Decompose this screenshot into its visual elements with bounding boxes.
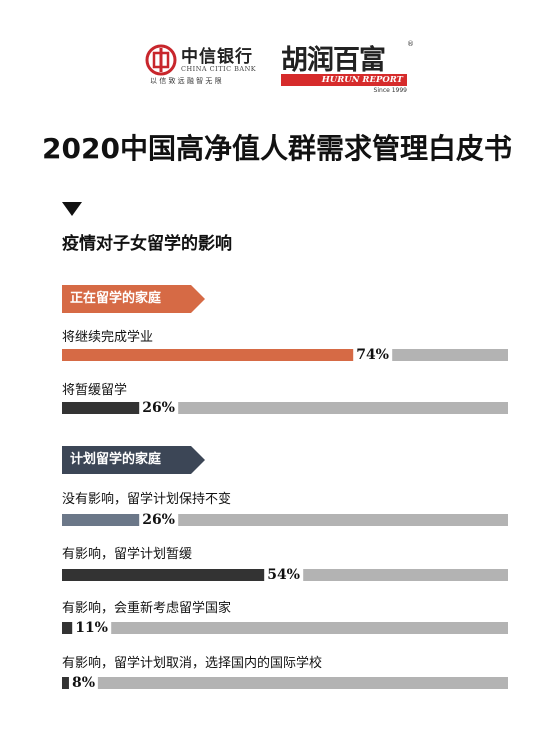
citic-slogan: 以 信 致 远 融 智 无 限 (150, 77, 222, 85)
section-title: 疫情对子女留学的影响 (62, 234, 232, 254)
bar-label: 没有影响，留学计划保持不变 (62, 492, 232, 507)
bar-track: 26% (62, 398, 508, 418)
bar-track: 11% (62, 618, 508, 638)
hurun-since: Since 1999 (373, 87, 407, 94)
bar-track: 74% (62, 345, 508, 365)
hurun-name-cn: 胡润百富 (281, 45, 386, 76)
bar-value-label: 26% (139, 398, 178, 418)
hurun-report-logo: 胡润百富 ® HURUN REPORT Since 1999 (281, 38, 414, 98)
bar-track: 8% (62, 673, 508, 693)
bar-track: 54% (62, 565, 508, 585)
group-tag-studying: 正在留学的家庭 (62, 285, 205, 313)
bar-fill (62, 349, 392, 361)
citic-emblem-icon (145, 44, 177, 76)
bar-label: 将继续完成学业 (62, 330, 154, 345)
bar-label: 有影响，留学计划暂缓 (62, 547, 193, 562)
bar-label: 有影响，会重新考虑留学国家 (62, 601, 232, 616)
bar-track: 26% (62, 510, 508, 530)
hurun-red-band (281, 74, 407, 86)
citic-name-en: CHINA CITIC BANK (181, 65, 257, 73)
bar-fill (62, 569, 303, 581)
hurun-name-en: HURUN REPORT (321, 75, 403, 85)
bar-label: 有影响，留学计划取消，选择国内的国际学校 (62, 656, 323, 671)
triangle-down-icon (62, 202, 82, 216)
bar-value-label: 11% (72, 618, 111, 638)
bar-label: 将暂缓留学 (62, 383, 128, 398)
citic-name-cn: 中信银行 (181, 47, 253, 67)
registered-mark: ® (407, 40, 414, 48)
bar-value-label: 54% (264, 565, 303, 585)
bar-value-label: 26% (139, 510, 178, 530)
page-title: 2020中国高净值人群需求管理白皮书 (42, 132, 512, 165)
group-tag-planning: 计划留学的家庭 (62, 446, 205, 474)
bar-value-label: 8% (68, 673, 98, 693)
bar-value-label: 74% (353, 345, 392, 365)
